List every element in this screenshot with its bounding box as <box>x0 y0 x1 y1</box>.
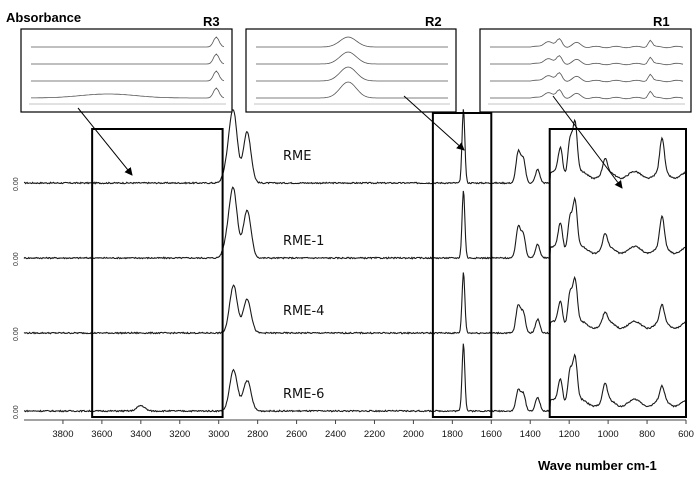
inset-trace <box>31 70 225 82</box>
y-ticks: 0.00 0.00 0.00 0.00 <box>13 177 20 419</box>
x-axis-title: Wave number cm-1 <box>538 458 657 473</box>
inset-r2-label: R2 <box>425 14 442 29</box>
x-ticks: 3800 3600 3400 3200 3000 2800 2600 2400 2200 2000… <box>52 420 694 440</box>
x-tick-label: 3400 <box>130 429 151 440</box>
inset-panels: R3 R2 R1 <box>20 14 692 113</box>
inset-r3-label: R3 <box>203 14 220 29</box>
inset-trace <box>31 53 225 65</box>
series-label: RME-6 <box>283 387 324 402</box>
region-box-r2 <box>431 112 493 418</box>
x-tick-label: 2200 <box>364 429 385 440</box>
inset-r3-frame <box>20 28 233 113</box>
x-tick-label: 3800 <box>52 429 73 440</box>
x-tick-label: 3600 <box>91 429 112 440</box>
inset-trace <box>31 87 225 99</box>
inset-trace <box>256 51 448 65</box>
spectrum-line-rme-4 <box>23 272 687 335</box>
inset-trace <box>256 66 448 82</box>
inset-traces <box>29 36 685 105</box>
x-tick-label: 2800 <box>247 429 268 440</box>
inset-trace <box>31 36 225 48</box>
x-tick-label: 800 <box>639 429 655 440</box>
callout-arrow <box>403 95 465 151</box>
inset-trace <box>490 55 684 66</box>
series-label: RME <box>283 149 311 164</box>
region-box-r3 <box>91 128 224 418</box>
x-tick-label: 1200 <box>559 429 580 440</box>
inset-r2-frame <box>245 28 457 113</box>
x-tick-label: 2000 <box>403 429 424 440</box>
spectrum-line-rme <box>23 109 687 185</box>
inset-trace <box>490 89 684 100</box>
x-tick-label: 2400 <box>325 429 346 440</box>
callout-arrow <box>552 95 623 189</box>
spectrum-line-rme-1 <box>23 186 687 260</box>
series-label: RME-4 <box>283 304 324 319</box>
inset-trace <box>256 81 448 99</box>
spectrum-line-rme-6 <box>23 343 687 414</box>
callout-arrows <box>77 95 623 189</box>
inset-trace <box>490 72 684 83</box>
x-tick-label: 3000 <box>208 429 229 440</box>
y-tick-label: 0.00 <box>13 177 20 191</box>
series-label: RME-1 <box>283 234 324 249</box>
y-tick-label: 0.00 <box>13 252 20 266</box>
y-axis-title: Absorbance <box>6 10 81 25</box>
plot-area: 3800 3600 3400 3200 3000 2800 2600 2400 2200 2000… <box>13 95 694 440</box>
y-tick-label: 0.00 <box>13 327 20 341</box>
x-tick-label: 1000 <box>598 429 619 440</box>
x-tick-label: 600 <box>678 429 694 440</box>
callout-arrow <box>77 107 133 176</box>
x-tick-label: 1600 <box>481 429 502 440</box>
spectra <box>23 109 687 414</box>
series-labels: RME RME-1 RME-4 RME-6 <box>283 149 324 402</box>
inset-r1-frame <box>479 28 692 113</box>
y-tick-label: 0.00 <box>13 405 20 419</box>
inset-trace <box>256 36 448 48</box>
inset-r1-label: R1 <box>653 14 670 29</box>
region-box-r1 <box>548 128 687 418</box>
x-tick-label: 1400 <box>520 429 541 440</box>
inset-trace <box>490 38 684 49</box>
x-tick-label: 3200 <box>169 429 190 440</box>
x-tick-label: 1800 <box>442 429 463 440</box>
region-boxes <box>91 112 687 418</box>
x-tick-label: 2600 <box>286 429 307 440</box>
